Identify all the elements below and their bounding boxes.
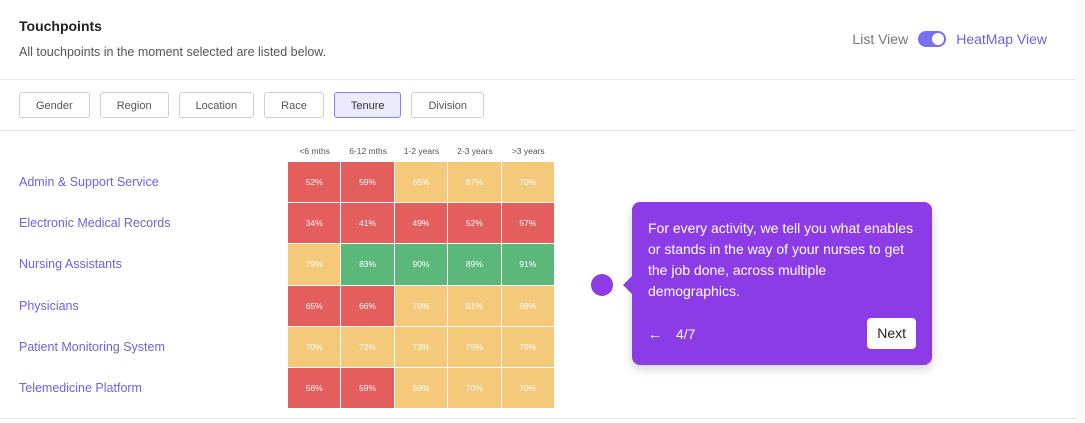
tooltip-text: For every activity, we tell you what ena… [648, 220, 914, 299]
next-button[interactable]: Next [867, 318, 916, 349]
heatmap-cell[interactable]: 56% [288, 367, 341, 409]
heatmap-row-labels: Admin & Support Service Electronic Medic… [19, 162, 170, 409]
heatmap-row: 70% 72% 73% 75% 79% [288, 326, 555, 368]
touchpoint-label[interactable]: Physicians [19, 298, 79, 313]
heatmap-view-label[interactable]: HeatMap View [956, 31, 1047, 47]
heatmap-cell[interactable]: 70% [394, 285, 448, 326]
filter-race-button[interactable]: Race [264, 92, 324, 118]
column-header: <6 mths [299, 146, 330, 156]
page-title: Touchpoints [19, 18, 102, 34]
column-header: 1-2 years [403, 146, 440, 156]
heatmap-cell[interactable]: 89% [448, 244, 501, 285]
heatmap-cell[interactable]: 59% [501, 285, 554, 326]
heatmap-cell[interactable]: 75% [448, 326, 501, 367]
filter-gender-button[interactable]: Gender [19, 92, 90, 118]
heatmap-cell[interactable]: 57% [501, 203, 554, 244]
heatmap-cell[interactable]: 41% [341, 203, 394, 244]
tour-tooltip: For every activity, we tell you what ena… [623, 202, 932, 365]
column-header: 6-12 mths [349, 146, 387, 156]
heatmap-grid: 52% 59% 65% 67% 70% 34% 41% 49% 52% 57% 79% 83% 90% 8… [288, 162, 555, 409]
filter-divider [0, 130, 1075, 131]
column-header: 2-3 years [457, 146, 493, 156]
filter-region-button[interactable]: Region [99, 92, 169, 118]
view-toggle-group: List View HeatMap View [852, 31, 1047, 47]
filter-tenure-button[interactable]: Tenure [333, 92, 402, 118]
heatmap-cell[interactable]: 70% [448, 367, 501, 409]
filter-location-button[interactable]: Location [178, 92, 255, 118]
heatmap-cell[interactable]: 67% [448, 162, 501, 203]
heatmap-cell[interactable]: 52% [448, 203, 501, 244]
header-divider [0, 79, 1075, 80]
touchpoint-label[interactable]: Electronic Medical Records [19, 216, 171, 231]
view-toggle-switch[interactable] [918, 31, 947, 47]
heatmap-cell[interactable]: 73% [394, 326, 448, 367]
touchpoint-label[interactable]: Telemedicine Platform [19, 380, 142, 395]
heatmap-cell[interactable]: 90% [394, 244, 448, 285]
heatmap-cell[interactable]: 79% [288, 244, 341, 285]
heatmap-row: 65% 66% 70% 61% 59% [288, 285, 555, 327]
column-header: >3 years [511, 146, 545, 156]
heatmap-cell[interactable]: 49% [394, 203, 448, 244]
toggle-knob [932, 33, 945, 45]
touchpoint-label[interactable]: Patient Monitoring System [19, 339, 165, 354]
heatmap-cell[interactable]: 70% [288, 326, 341, 367]
page-subtitle: All touchpoints in the moment selected a… [19, 45, 327, 59]
heatmap-row: 56% 59% 69% 70% 70% [288, 367, 555, 409]
tooltip-footer: ← 4/7 Next [648, 318, 916, 349]
heatmap-column-headers: <6 mths 6-12 mths 1-2 years 2-3 years >3… [288, 146, 555, 156]
heatmap-cell[interactable]: 65% [394, 162, 448, 203]
heatmap-cell[interactable]: 70% [501, 367, 554, 409]
heatmap-cell[interactable]: 52% [288, 162, 341, 203]
heatmap-cell[interactable]: 69% [394, 367, 448, 409]
heatmap-cell[interactable]: 59% [341, 162, 394, 203]
tour-step-indicator: 4/7 [676, 325, 696, 342]
heatmap-cell[interactable]: 61% [448, 285, 501, 326]
filter-division-button[interactable]: Division [411, 92, 484, 118]
heatmap-cell[interactable]: 79% [501, 326, 554, 367]
filter-bar: Gender Region Location Race Tenure Divis… [19, 92, 484, 118]
bottom-divider [0, 418, 1075, 419]
heatmap-cell[interactable]: 59% [341, 367, 394, 409]
list-view-label[interactable]: List View [852, 31, 909, 47]
heatmap-cell[interactable]: 34% [288, 203, 341, 244]
scrollbar-track[interactable] [1075, 0, 1085, 423]
heatmap-row: 34% 41% 49% 52% 57% [288, 203, 555, 244]
heatmap-cell[interactable]: 66% [341, 285, 394, 326]
heatmap-cell[interactable]: 91% [501, 244, 554, 285]
heatmap-cell[interactable]: 83% [341, 244, 394, 285]
heatmap-row: 79% 83% 90% 89% 91% [288, 244, 555, 285]
heatmap-row: 52% 59% 65% 67% 70% [288, 162, 555, 203]
arrow-left-icon[interactable]: ← [648, 325, 662, 342]
touchpoint-label[interactable]: Admin & Support Service [19, 175, 159, 189]
heatmap-cell[interactable]: 70% [501, 162, 554, 203]
heatmap-cell[interactable]: 72% [341, 326, 394, 367]
tour-hotspot-dot[interactable] [591, 274, 613, 296]
touchpoint-label[interactable]: Nursing Assistants [19, 257, 122, 272]
heatmap-cell[interactable]: 65% [288, 285, 341, 326]
